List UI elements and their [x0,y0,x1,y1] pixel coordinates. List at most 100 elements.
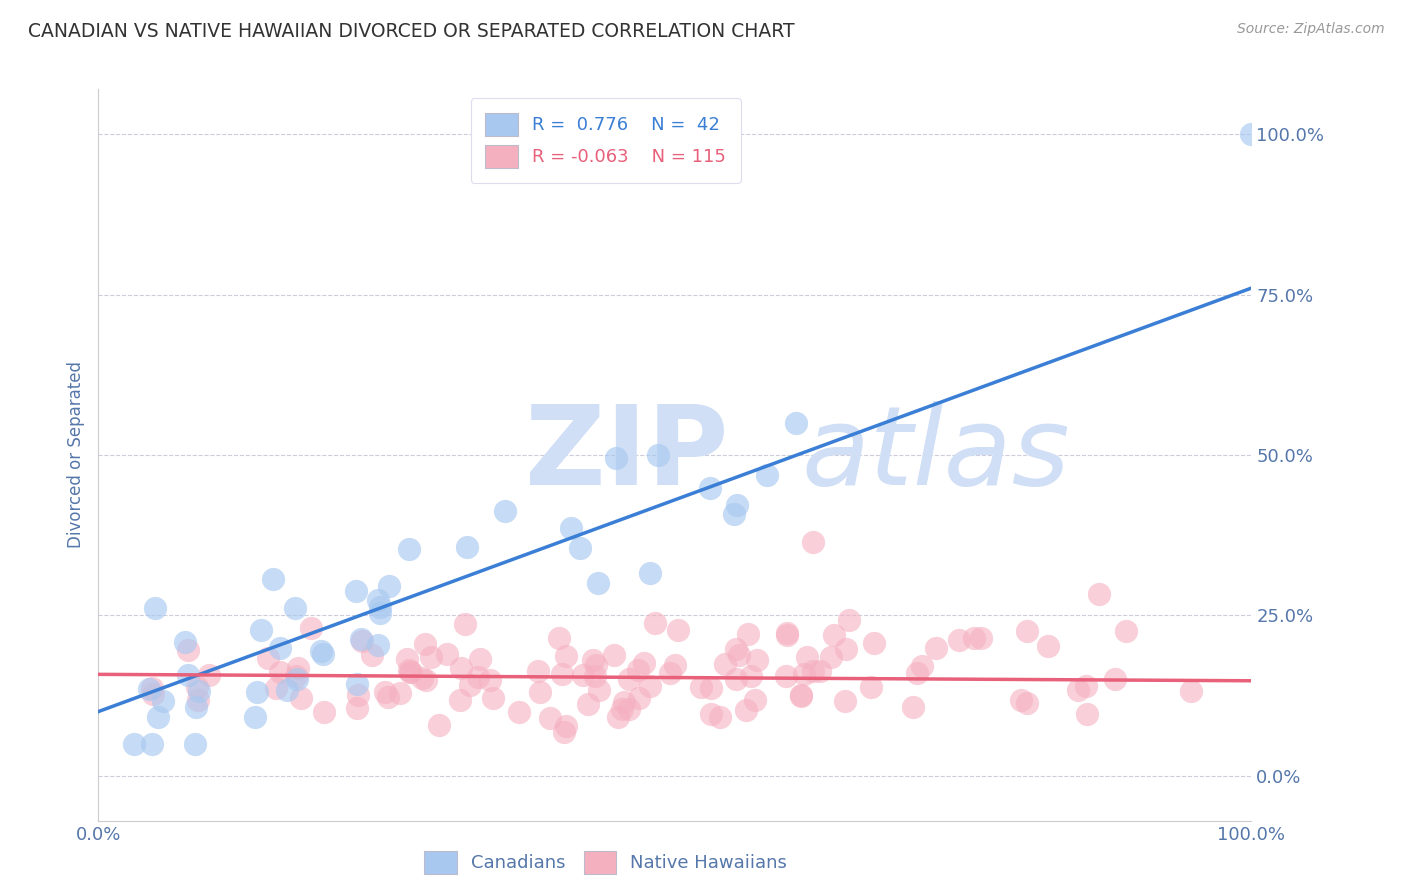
Point [607,710,630,724]
Point [838,613,860,627]
Point [808,664,831,678]
Point [420,649,443,664]
Point [415,673,437,687]
Point [690,680,713,694]
Point [640,679,662,693]
Point [969,631,991,645]
Point [1038,639,1060,653]
Point [744,693,766,707]
Point [367,638,389,652]
Point [725,498,748,512]
Point [349,632,371,647]
Point [801,664,824,678]
Point [494,503,516,517]
Point [700,681,723,695]
Point [427,718,450,732]
Point [737,627,759,641]
Point [820,650,842,665]
Point [367,592,389,607]
Point [346,677,368,691]
Point [398,665,420,679]
Point [644,615,666,630]
Point [1087,587,1109,601]
Point [350,634,373,648]
Point [396,652,419,666]
Point [538,711,561,725]
Point [666,623,689,637]
Point [724,641,747,656]
Point [398,663,420,677]
Point [658,666,681,681]
Point [605,451,627,466]
Point [724,672,747,686]
Point [312,705,335,719]
Point [723,508,745,522]
Point [554,648,576,663]
Point [309,644,332,658]
Point [664,658,686,673]
Point [776,626,799,640]
Point [560,521,582,535]
Point [1180,684,1202,698]
Text: ZIP: ZIP [524,401,728,508]
Point [628,691,651,706]
Point [569,541,592,555]
Legend: Canadians, Native Hawaiians: Canadians, Native Hawaiians [416,844,794,881]
Point [374,685,396,699]
Point [152,694,174,708]
Point [785,416,807,430]
Point [699,481,721,495]
Point [633,657,655,671]
Point [401,665,423,680]
Point [796,650,818,665]
Point [262,573,284,587]
Point [1115,624,1137,638]
Point [186,680,208,694]
Point [138,682,160,697]
Point [793,667,815,681]
Point [370,606,392,620]
Point [299,621,322,635]
Point [1240,127,1263,141]
Point [467,670,489,684]
Point [823,627,845,641]
Point [456,540,478,554]
Point [188,683,211,698]
Point [527,665,550,679]
Point [287,660,309,674]
Point [801,534,824,549]
Point [184,737,207,751]
Point [1015,624,1038,639]
Point [1067,682,1090,697]
Point [413,637,436,651]
Point [619,701,641,715]
Point [586,575,609,590]
Text: atlas: atlas [801,401,1070,508]
Point [389,686,412,700]
Point [269,665,291,679]
Point [122,737,145,751]
Point [714,657,737,671]
Point [835,642,858,657]
Point [377,579,399,593]
Point [572,667,595,681]
Point [790,688,813,702]
Point [583,669,606,683]
Point [1015,697,1038,711]
Point [290,690,312,705]
Point [862,636,884,650]
Point [284,669,307,683]
Text: Source: ZipAtlas.com: Source: ZipAtlas.com [1237,22,1385,37]
Y-axis label: Divorced or Separated: Divorced or Separated [66,361,84,549]
Point [612,702,634,716]
Point [709,710,731,724]
Point [177,668,200,682]
Point [905,665,928,680]
Point [450,661,472,675]
Point [197,668,219,682]
Point [582,653,605,667]
Point [963,631,986,645]
Point [576,697,599,711]
Point [613,695,636,709]
Point [454,617,477,632]
